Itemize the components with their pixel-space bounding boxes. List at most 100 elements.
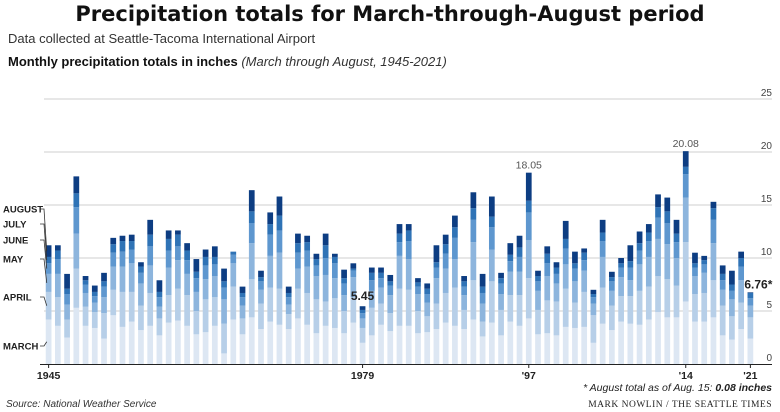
bar-segment-june xyxy=(479,292,486,304)
bar-segment-august xyxy=(599,219,606,233)
bar-segment-may xyxy=(636,264,643,291)
bar-segment-may xyxy=(202,279,209,300)
bar-segment-july xyxy=(295,243,301,253)
bar-segment-april xyxy=(295,288,301,319)
bar-segment-may xyxy=(248,243,255,280)
legend-leader-line xyxy=(40,208,48,252)
bar-segment-april xyxy=(627,296,634,324)
bar-segment-july xyxy=(516,247,523,257)
bar-segment-may xyxy=(729,299,735,317)
bar-segment-june xyxy=(156,297,163,307)
credit-line: MARK NOWLIN / THE SEATTLE TIMES xyxy=(588,400,772,410)
bar-segment-april xyxy=(553,301,560,336)
bar-segment-june xyxy=(488,227,495,250)
bar-segment-may xyxy=(572,281,578,303)
legend-label-june: JUNE xyxy=(3,236,28,247)
chart-subtitle: Data collected at Seattle-Tacoma Interna… xyxy=(8,31,316,46)
bar-segment-april xyxy=(562,288,569,327)
bar-segment-may xyxy=(433,278,440,304)
bar-segment-march xyxy=(73,307,80,364)
bar-segment-march xyxy=(230,319,237,364)
bar-segment-july xyxy=(692,263,698,268)
bar-segment-april xyxy=(304,292,311,325)
bar-segment-april xyxy=(332,298,338,328)
y-tick-label: 20 xyxy=(761,141,773,152)
bar-segment-march xyxy=(553,335,560,364)
bar-segment-august xyxy=(221,268,227,282)
bar-segment-july xyxy=(211,256,218,265)
bar-segment-march xyxy=(636,324,643,364)
bar-segment-april xyxy=(322,301,329,326)
x-tick-label: 1979 xyxy=(351,370,375,382)
bar-segment-may xyxy=(91,302,98,313)
bar-segment-august xyxy=(322,233,329,246)
bar-segment-march xyxy=(415,333,421,364)
bar-segment-july xyxy=(655,207,661,218)
bar-segment-june xyxy=(45,263,52,274)
bar-segment-august xyxy=(470,192,477,209)
bar-segment-july xyxy=(747,292,754,299)
bar-segment-may xyxy=(73,233,80,269)
bar-segment-june xyxy=(101,286,107,298)
bar-segment-may xyxy=(609,290,615,306)
bar-segment-june xyxy=(701,264,708,273)
bar-segment-march xyxy=(184,325,190,364)
bar-segment-june xyxy=(719,280,726,290)
bar-segment-june xyxy=(645,241,652,257)
bar-segment-june xyxy=(82,284,89,293)
bar-segment-march xyxy=(618,321,624,364)
bar-segment-may xyxy=(738,280,745,303)
bar-segment-may xyxy=(627,280,634,297)
bar-segment-may xyxy=(452,259,458,288)
bar-segment-july xyxy=(175,234,181,247)
bar-segment-june xyxy=(655,217,661,239)
bar-segment-august xyxy=(387,274,394,282)
bar-segment-april xyxy=(609,305,615,331)
bar-segment-july xyxy=(442,244,449,254)
bar-segment-may xyxy=(387,295,394,314)
bar-segment-august xyxy=(581,248,588,253)
bar-segment-april xyxy=(424,316,431,333)
bar-segment-april xyxy=(138,305,144,331)
bar-segment-april xyxy=(461,309,467,330)
bar-segment-july xyxy=(636,243,643,251)
bar-segment-april xyxy=(645,286,652,320)
bar-segment-may xyxy=(498,294,504,310)
bar-segment-july xyxy=(341,278,347,284)
bar-segment-may xyxy=(45,273,52,292)
bar-segment-june xyxy=(452,237,458,260)
bar-segment-march xyxy=(387,331,394,364)
bar-segment-august xyxy=(285,286,292,293)
bar-segment-june xyxy=(572,268,578,282)
bar-segment-july xyxy=(498,278,504,284)
bar-segment-july xyxy=(239,292,246,298)
bar-segment-may xyxy=(664,244,671,280)
bar-segment-june xyxy=(267,234,274,256)
bar-segment-april xyxy=(452,287,458,326)
bar-segment-july xyxy=(248,211,255,224)
bar-segment-march xyxy=(738,329,745,364)
bar-segment-july xyxy=(101,281,107,287)
bar-segment-may xyxy=(165,267,172,296)
bar-segment-august xyxy=(73,176,80,194)
bar-segment-april xyxy=(535,309,541,335)
bar-segment-may xyxy=(673,258,680,286)
bar-segment-july xyxy=(156,291,163,298)
bar-segment-june xyxy=(618,267,624,278)
bar-segment-march xyxy=(516,325,523,364)
bar-segment-may xyxy=(295,268,301,289)
bar-segment-august xyxy=(452,215,458,228)
bar-segment-june xyxy=(710,219,717,244)
bar-segment-july xyxy=(73,193,80,208)
bar-segment-august xyxy=(45,245,52,257)
bar-segment-august xyxy=(350,263,357,269)
bar-segment-july xyxy=(128,241,135,250)
bar-segment-march xyxy=(581,326,588,364)
bar-segment-may xyxy=(221,299,227,324)
bar-segment-august xyxy=(535,270,541,277)
bar-segment-march xyxy=(710,317,717,364)
bar-segment-august xyxy=(516,235,523,248)
bar-segment-march xyxy=(701,321,708,364)
bar-segment-july xyxy=(553,267,560,274)
